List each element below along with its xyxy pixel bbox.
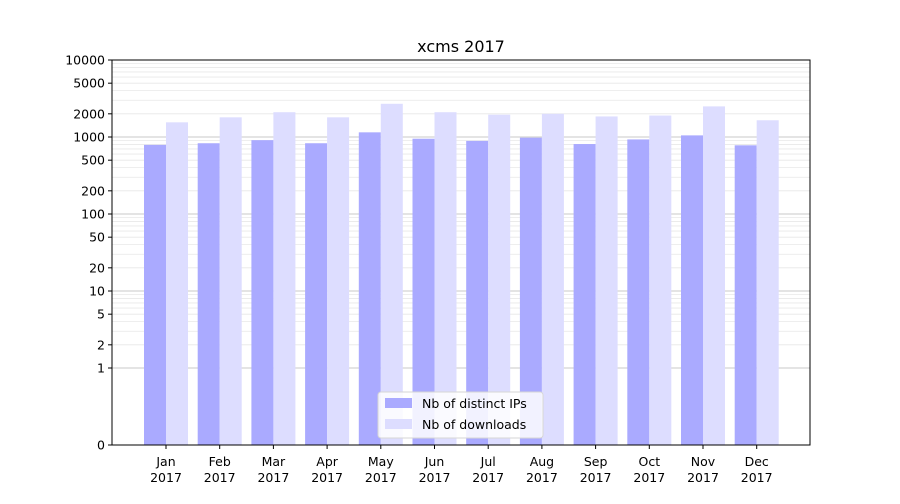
x-tick-label-year: 2017 (204, 470, 236, 485)
y-tick-label: 200 (81, 183, 105, 198)
bar-distinct-ips (305, 143, 328, 445)
plot-frame (111, 59, 811, 446)
y-tick-label: 100 (81, 207, 105, 222)
bar-downloads (756, 120, 779, 446)
bar-downloads (488, 114, 511, 446)
x-tick-label-year: 2017 (419, 470, 451, 485)
chart-title: xcms 2017 (417, 37, 505, 56)
y-tick-label: 1000 (73, 130, 105, 145)
bar-distinct-ips (412, 138, 435, 446)
x-tick-label-year: 2017 (741, 470, 773, 485)
bars (144, 103, 779, 446)
bar-downloads (434, 112, 457, 445)
y-tick-label: 2 (97, 337, 105, 352)
x-tick-label-month: Nov (691, 454, 716, 469)
legend-swatch (385, 398, 412, 408)
bar-distinct-ips (519, 137, 542, 445)
bar-downloads (273, 112, 296, 445)
y-tick-label: 0 (97, 438, 105, 453)
x-tick-label-month: Sep (584, 454, 608, 469)
x-tick-label-year: 2017 (526, 470, 558, 485)
bar-distinct-ips (144, 144, 166, 445)
legend-swatch (385, 419, 412, 429)
x-tick-label-month: Jun (424, 454, 445, 469)
x-tick-label-month: Oct (638, 454, 660, 469)
bar-distinct-ips (466, 140, 489, 445)
bar-distinct-ips (627, 139, 650, 445)
x-tick-label-year: 2017 (365, 470, 397, 485)
x-tick-label-month: Mar (262, 454, 286, 469)
x-tick-label-month: Jan (155, 454, 175, 469)
bar-distinct-ips (251, 140, 274, 445)
x-tick-label-year: 2017 (472, 470, 504, 485)
x-tick-label-year: 2017 (311, 470, 343, 485)
x-tick-label-month: Jul (480, 454, 496, 469)
y-tick-label: 5 (97, 307, 105, 322)
x-tick-label-year: 2017 (687, 470, 719, 485)
x-tick-label-year: 2017 (580, 470, 612, 485)
x-tick-label-month: Aug (530, 454, 554, 469)
bar-distinct-ips (681, 135, 703, 446)
x-tick-label-month: May (368, 454, 394, 469)
bar-downloads (703, 106, 725, 446)
bar-downloads (380, 103, 403, 446)
bar-downloads (219, 117, 242, 445)
bar-distinct-ips (197, 143, 220, 445)
x-axis-ticks: Jan2017Feb2017Mar2017Apr2017May2017Jun20… (150, 445, 773, 485)
bar-distinct-ips (734, 145, 757, 445)
y-tick-label: 10000 (65, 53, 105, 68)
y-tick-label: 10 (89, 284, 105, 299)
y-tick-label: 50 (89, 230, 105, 245)
x-tick-label-month: Dec (745, 454, 769, 469)
bar-downloads (327, 117, 350, 445)
bar-distinct-ips (573, 144, 596, 446)
x-tick-label-month: Apr (316, 454, 338, 469)
x-tick-label-year: 2017 (150, 470, 182, 485)
x-tick-label-year: 2017 (257, 470, 289, 485)
y-tick-label: 500 (81, 153, 105, 168)
bar-downloads (649, 115, 672, 445)
y-tick-label: 2000 (73, 106, 105, 121)
legend: Nb of distinct IPs Nb of downloads (377, 391, 544, 439)
bar-downloads (595, 116, 618, 445)
y-tick-label: 5000 (73, 76, 105, 91)
bar-downloads (166, 122, 188, 446)
legend-box (377, 391, 544, 439)
bar-downloads (541, 113, 564, 446)
x-tick-label-year: 2017 (633, 470, 665, 485)
y-tick-label: 1 (97, 361, 105, 376)
legend-label: Nb of distinct IPs (422, 396, 527, 411)
y-tick-label: 20 (89, 260, 105, 275)
x-tick-label-month: Feb (209, 454, 231, 469)
legend-label: Nb of downloads (422, 417, 526, 432)
y-axis-ticks: 0 1 2 5 10 20 50 100 200 500 1000 2000 5000 10000 (65, 53, 112, 453)
bar-distinct-ips (358, 132, 381, 445)
